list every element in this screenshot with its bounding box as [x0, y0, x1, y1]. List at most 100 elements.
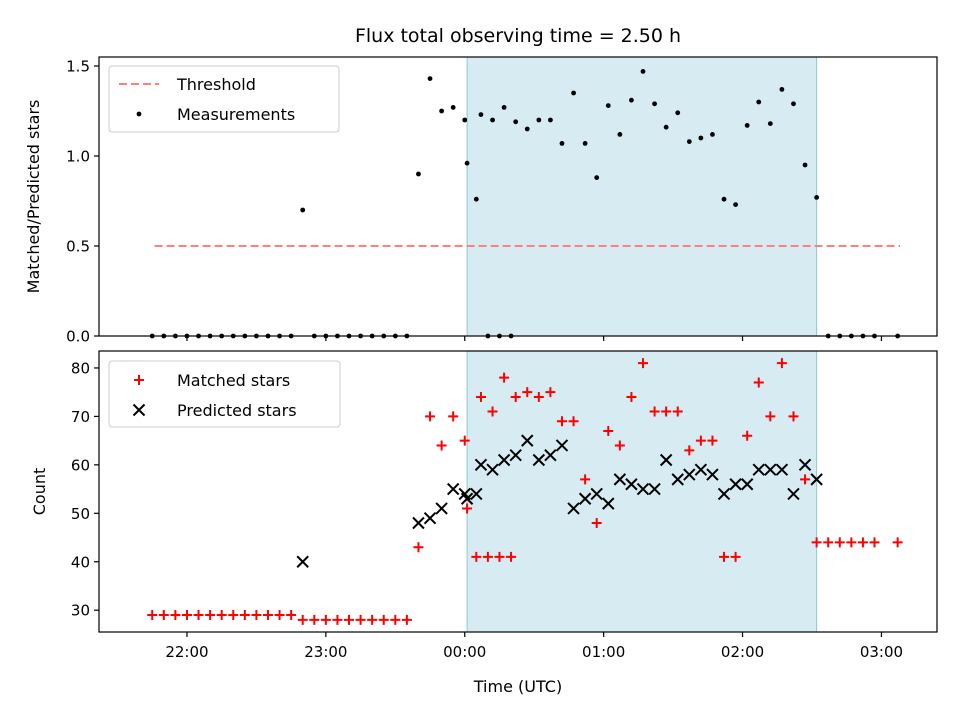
matched-star-point [603, 425, 614, 436]
ratio-x-ticks [186, 336, 883, 341]
matched-star-point [823, 537, 834, 548]
predicted-star-point [810, 473, 823, 486]
measurement-point [605, 103, 611, 108]
predicted-star-point [671, 473, 684, 486]
measurement-point [779, 87, 785, 92]
y-tick-label: 1.0 [66, 148, 90, 166]
x-tick-label: 01:00 [582, 643, 625, 661]
matched-star-point [462, 503, 473, 514]
legend-predicted-swatch [132, 403, 146, 417]
matched-star-point [506, 551, 517, 562]
predicted-star-point [775, 463, 789, 476]
predicted-star-point [683, 468, 696, 481]
matched-star-point [425, 411, 436, 422]
matched-star-point [719, 551, 730, 562]
matched-star-point [228, 610, 239, 621]
measurement-point [300, 207, 306, 213]
matched-star-point [730, 551, 741, 562]
matched-star-point [499, 372, 510, 383]
predicted-star-point [474, 458, 488, 472]
measurement-point [559, 141, 565, 146]
matched-star-point [205, 610, 216, 621]
legend-measurements-swatch [136, 111, 142, 117]
predicted-star-point [555, 439, 569, 452]
measurement-point [594, 175, 600, 181]
predicted-star-point [435, 502, 448, 515]
predicted-star-point [423, 511, 437, 525]
measurement-point [767, 121, 773, 126]
matched-star-point [158, 610, 169, 621]
matched-star-point [568, 416, 579, 427]
matched-star-point [556, 416, 567, 427]
measurement-point [675, 110, 681, 116]
matched-star-point [320, 614, 331, 625]
matched-star-point [459, 435, 470, 446]
x-axis-label: Time (UTC) [473, 677, 562, 696]
legend-predicted-label: Predicted stars [177, 401, 297, 420]
predicted-star-point [752, 463, 765, 476]
measurement-point [640, 69, 646, 74]
legend-threshold-label: Threshold [176, 75, 256, 94]
predicted-star-point [296, 555, 309, 568]
matched-star-point [401, 614, 412, 625]
count-series [147, 358, 903, 625]
predicted-star-point [729, 478, 742, 491]
matched-star-point [857, 537, 868, 548]
matched-star-point [286, 610, 297, 621]
measurement-point [450, 105, 456, 110]
matched-star-point [262, 610, 273, 621]
matched-star-point [378, 614, 389, 625]
predicted-star-point [717, 487, 731, 501]
matched-star-point [638, 358, 649, 369]
y-tick-label: 40 [71, 553, 90, 571]
measurement-point [464, 160, 470, 166]
ratio-panel: 0.0 0.5 1.0 1.5 Flux total observing time =… [24, 25, 938, 346]
matched-star-point [344, 614, 355, 625]
predicted-star-point [521, 434, 534, 447]
predicted-star-point [544, 448, 557, 462]
ratio-legend: Threshold Measurements [108, 65, 340, 133]
measurement-point [582, 141, 588, 146]
matched-star-point [533, 392, 544, 403]
matched-star-point [355, 614, 366, 625]
predicted-star-point [509, 448, 522, 462]
y-tick-label: 60 [71, 456, 90, 474]
measurement-point [524, 126, 530, 132]
matched-star-point [614, 440, 625, 451]
measurement-point [513, 119, 519, 125]
measurement-point [462, 117, 468, 123]
matched-star-point [448, 411, 459, 422]
predicted-star-point [787, 487, 800, 501]
predicted-star-point [706, 468, 719, 481]
matched-star-point [251, 610, 262, 621]
legend-matched-swatch [134, 375, 144, 385]
matched-star-point [707, 435, 718, 446]
predicted-star-point [659, 453, 673, 467]
matched-star-point [181, 610, 192, 621]
predicted-star-point [460, 492, 474, 505]
matched-star-point [170, 610, 181, 621]
matched-star-point [147, 610, 158, 621]
matched-star-point [580, 474, 591, 485]
x-tick-label: 03:00 [860, 643, 903, 661]
matched-star-point [591, 517, 602, 528]
matched-star-point [672, 406, 683, 417]
measurement-point [416, 171, 421, 177]
predicted-star-point [636, 482, 650, 496]
matched-star-point [487, 406, 498, 417]
x-tick-label: 23:00 [304, 643, 347, 661]
count-panel-frame [98, 350, 938, 633]
measurement-point [802, 162, 808, 168]
matched-star-point [834, 537, 845, 548]
matched-star-point [800, 474, 811, 485]
matched-star-point [869, 537, 880, 548]
legend-matched-label: Matched stars [177, 371, 290, 390]
legend-box [108, 360, 341, 428]
ratio-panel-frame [98, 56, 938, 337]
matched-star-point [626, 392, 637, 403]
measurement-point [686, 139, 692, 145]
measurement-point [439, 108, 445, 114]
predicted-star-point [497, 453, 511, 467]
measurement-point [744, 123, 750, 128]
measurement-point [473, 196, 479, 202]
